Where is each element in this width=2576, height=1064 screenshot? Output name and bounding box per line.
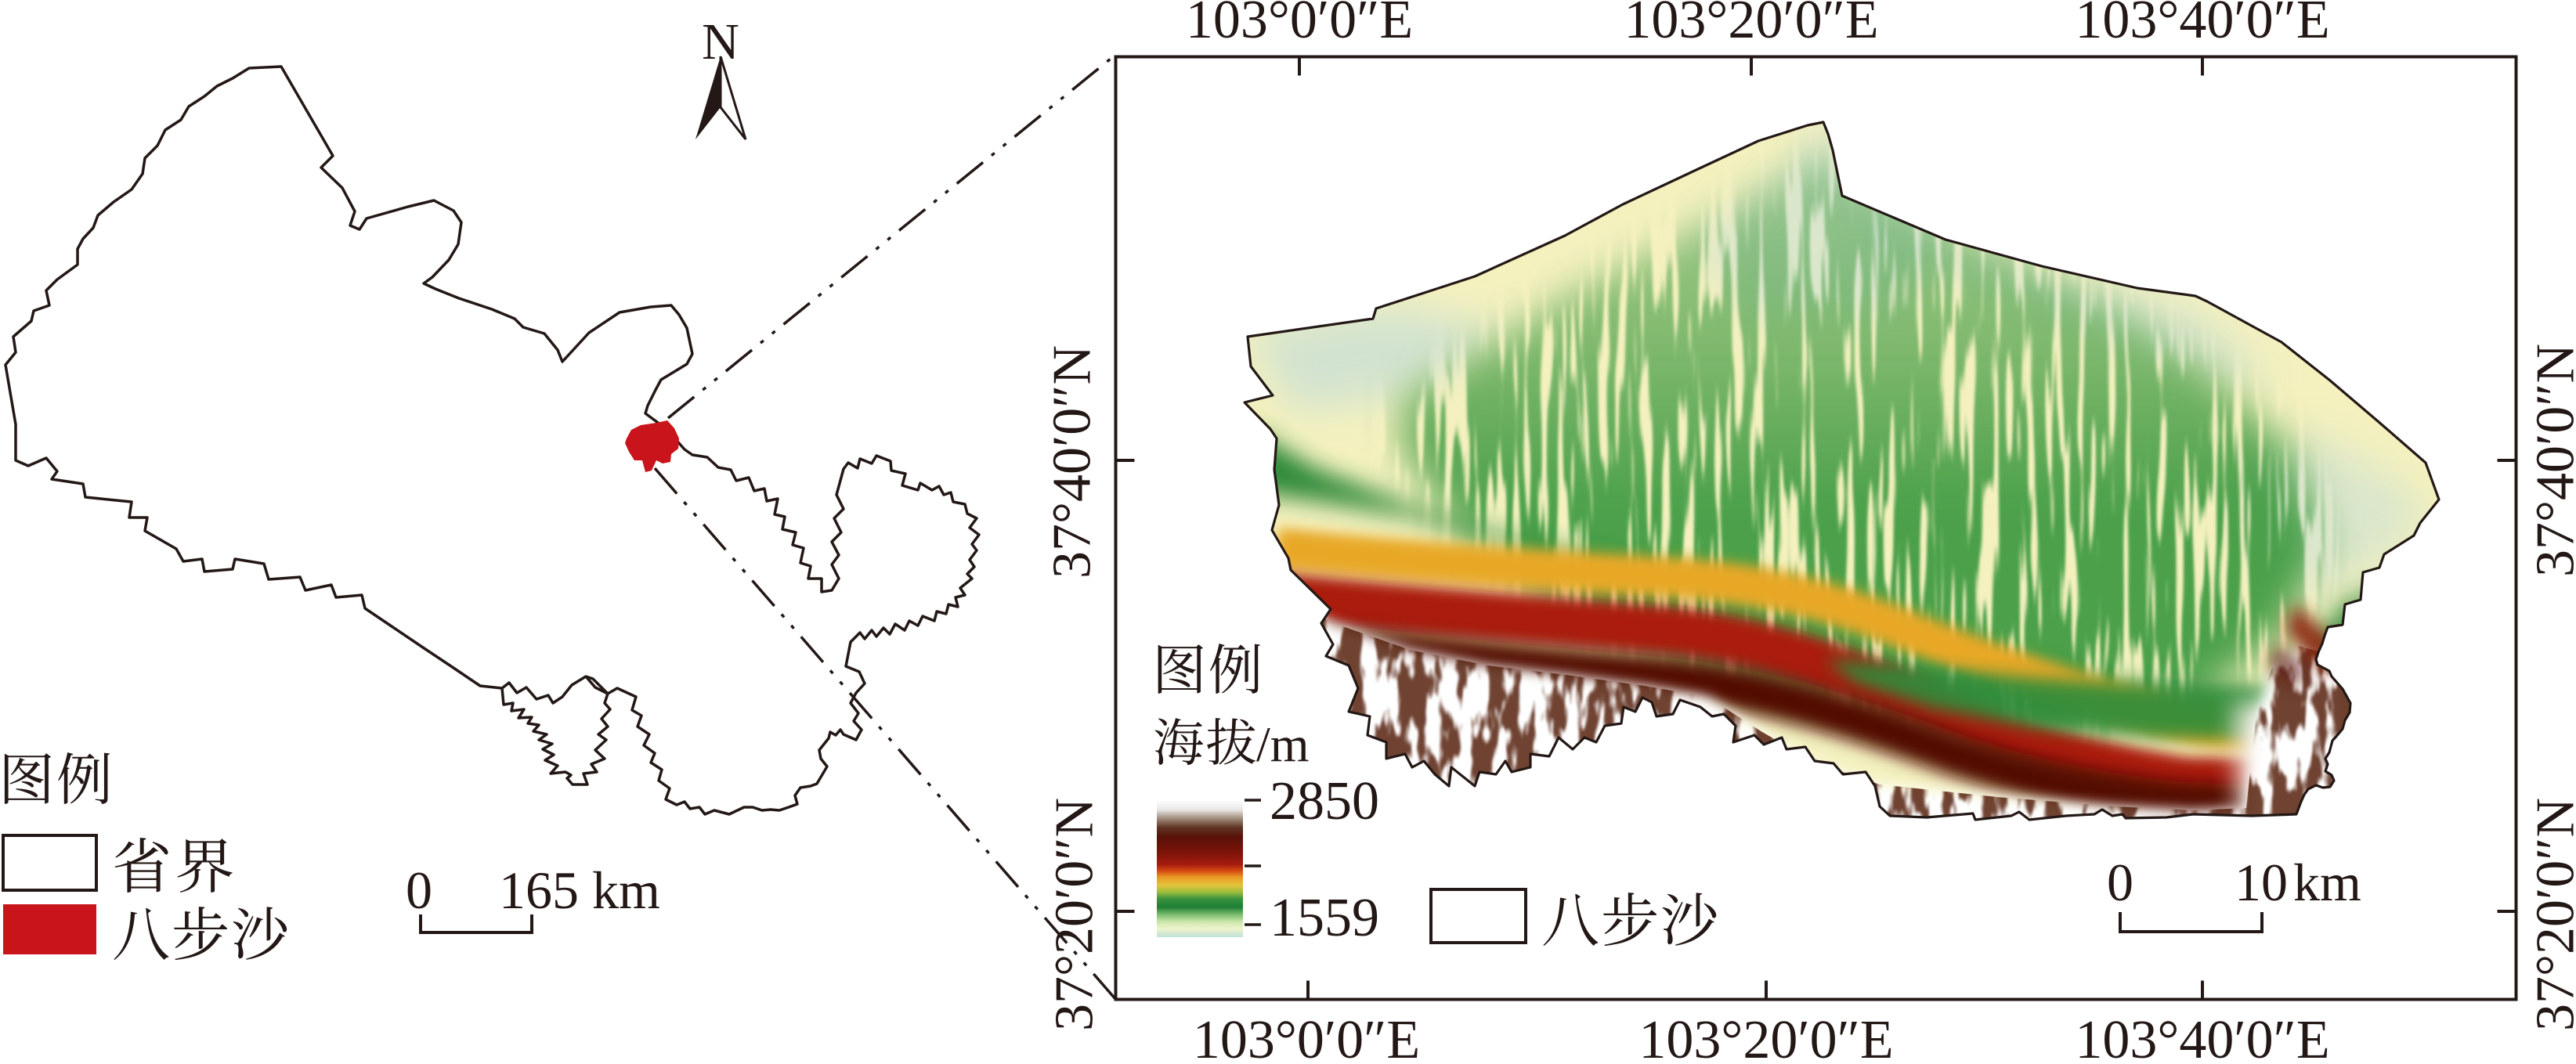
svg-text:37°20′0″N: 37°20′0″N [1045, 798, 1105, 1031]
svg-text:103°0′0″E: 103°0′0″E [1193, 1010, 1420, 1060]
svg-text:103°0′0″E: 103°0′0″E [1186, 0, 1413, 50]
svg-text:103°20′0″E: 103°20′0″E [1624, 0, 1878, 50]
svg-text:37°40′0″N: 37°40′0″N [2526, 344, 2576, 577]
svg-text:10: 10 [2235, 853, 2288, 912]
svg-text:2850: 2850 [1270, 771, 1379, 831]
svg-text:0: 0 [2107, 853, 2133, 912]
svg-text:103°20′0″E: 103°20′0″E [1638, 1010, 1893, 1060]
svg-text:0: 0 [406, 860, 432, 920]
svg-text:165 km: 165 km [499, 860, 660, 920]
svg-text:1559: 1559 [1270, 888, 1379, 948]
svg-text:103°40′0″E: 103°40′0″E [2075, 1010, 2329, 1060]
svg-text:103°40′0″E: 103°40′0″E [2075, 0, 2329, 50]
svg-text:/m: /m [1256, 716, 1310, 772]
svg-text:37°20′0″N: 37°20′0″N [2526, 798, 2576, 1031]
svg-text:37°40′0″N: 37°40′0″N [1042, 345, 1103, 579]
svg-text:km: km [2293, 853, 2361, 912]
